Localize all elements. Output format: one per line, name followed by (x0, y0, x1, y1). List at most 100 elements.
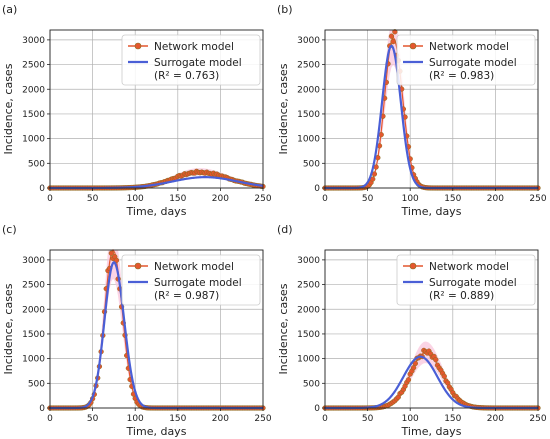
network-point (108, 250, 114, 256)
x-tick-label: 150 (169, 194, 186, 204)
x-axis-label: Time, days (401, 425, 462, 438)
y-tick-label: 2500 (22, 61, 45, 71)
legend-network-marker (409, 42, 417, 50)
y-tick-label: 2000 (297, 305, 320, 315)
x-tick-label: 0 (47, 194, 53, 204)
legend: Network model Surrogate model(R² = 0.983) (396, 34, 536, 86)
legend-network-label: Network model (429, 41, 509, 53)
x-tick-label: 150 (444, 414, 461, 424)
legend-surrogate-label: Surrogate model (154, 277, 242, 289)
x-tick-label: 50 (362, 414, 374, 424)
plot-frame (324, 29, 539, 189)
x-axis-label: Time, days (126, 205, 187, 218)
legend-r2: (R² = 0.987) (154, 290, 219, 302)
y-tick-label: 1000 (22, 135, 45, 145)
x-tick-label: 0 (322, 194, 328, 204)
y-tick-label: 1500 (297, 110, 320, 120)
x-tick-label: 50 (362, 194, 374, 204)
y-tick-label: 1500 (22, 330, 45, 340)
x-tick-label: 0 (47, 414, 53, 424)
plot-frame (49, 29, 264, 189)
x-tick-label: 100 (402, 194, 419, 204)
panel-d: 0 50 100 150 200 250050010001500200025003000T… (277, 223, 547, 438)
y-axis-label: Incidence, cases (277, 283, 290, 374)
legend: Network model Surrogate model(R² = 0.763) (121, 34, 261, 86)
y-tick-label: 0 (314, 184, 320, 194)
y-tick-label: 1000 (22, 355, 45, 365)
legend-surrogate-label: Surrogate model (429, 57, 517, 69)
x-tick-label: 250 (529, 194, 546, 204)
x-tick-label: 100 (402, 414, 419, 424)
network-band (325, 30, 538, 188)
y-tick-label: 1000 (297, 355, 320, 365)
x-tick-label: 50 (87, 194, 99, 204)
x-tick-label: 200 (487, 414, 504, 424)
panel-label: (c) (2, 223, 17, 236)
legend-network-label: Network model (429, 261, 509, 273)
y-tick-label: 500 (303, 379, 320, 389)
x-tick-label: 200 (212, 414, 229, 424)
y-tick-label: 3000 (297, 256, 320, 266)
legend-r2: (R² = 0.889) (429, 290, 494, 302)
legend-surrogate-label: Surrogate model (154, 57, 242, 69)
panel-b: 0 50 100 150 200 250050010001500200025003000T… (277, 3, 547, 218)
y-tick-label: 1000 (297, 135, 320, 145)
y-tick-label: 3000 (297, 36, 320, 46)
x-tick-label: 200 (212, 194, 229, 204)
y-tick-label: 2000 (22, 85, 45, 95)
legend-network-marker (134, 262, 142, 270)
panel-c: 0 50 100 150 200 250050010001500200025003000T… (2, 223, 272, 438)
y-tick-label: 2500 (297, 61, 320, 71)
x-tick-label: 150 (169, 414, 186, 424)
legend-r2: (R² = 0.983) (429, 70, 494, 82)
panel-label: (a) (2, 3, 17, 16)
y-tick-label: 2000 (22, 305, 45, 315)
y-tick-label: 500 (28, 159, 45, 169)
y-axis-label: Incidence, cases (2, 63, 15, 154)
legend-box (121, 254, 261, 306)
network-point (392, 29, 398, 35)
x-tick-label: 0 (322, 414, 328, 424)
y-tick-label: 3000 (22, 256, 45, 266)
panel-a: 0 50 100 150 200 250050010001500200025003000T… (2, 3, 272, 218)
network-point (390, 38, 396, 45)
x-tick-label: 100 (127, 414, 144, 424)
legend-network-marker (409, 262, 417, 270)
x-tick-label: 50 (87, 414, 99, 424)
y-tick-label: 0 (314, 404, 320, 414)
network-point (433, 357, 439, 363)
legend-surrogate-label: Surrogate model (429, 277, 517, 289)
legend-network-marker (134, 42, 142, 50)
x-tick-label: 250 (254, 194, 271, 204)
y-axis-label: Incidence, cases (2, 283, 15, 374)
y-tick-label: 0 (39, 184, 45, 194)
y-tick-label: 2500 (22, 281, 45, 291)
y-tick-label: 2500 (297, 281, 320, 291)
legend-r2: (R² = 0.763) (154, 70, 219, 82)
plot-frame (49, 249, 264, 409)
y-tick-label: 1500 (297, 330, 320, 340)
legend-box (121, 34, 261, 86)
panel-label: (b) (277, 3, 293, 16)
plot-frame (324, 249, 539, 409)
legend: Network model Surrogate model(R² = 0.987) (121, 254, 261, 306)
y-tick-label: 500 (303, 159, 320, 169)
x-tick-label: 250 (529, 414, 546, 424)
x-tick-label: 250 (254, 414, 271, 424)
y-tick-label: 0 (39, 404, 45, 414)
legend-network-label: Network model (154, 261, 234, 273)
y-tick-label: 1500 (22, 110, 45, 120)
network-point (405, 377, 412, 383)
network-point (441, 373, 447, 379)
y-tick-label: 2000 (297, 85, 320, 95)
y-axis-label: Incidence, cases (277, 63, 290, 154)
x-tick-label: 200 (487, 194, 504, 204)
network-point (412, 360, 418, 367)
x-tick-label: 100 (127, 194, 144, 204)
y-tick-label: 3000 (22, 36, 45, 46)
legend-box (396, 254, 536, 306)
network-point (113, 257, 120, 263)
y-tick-label: 500 (28, 379, 45, 389)
network-point (388, 33, 395, 39)
